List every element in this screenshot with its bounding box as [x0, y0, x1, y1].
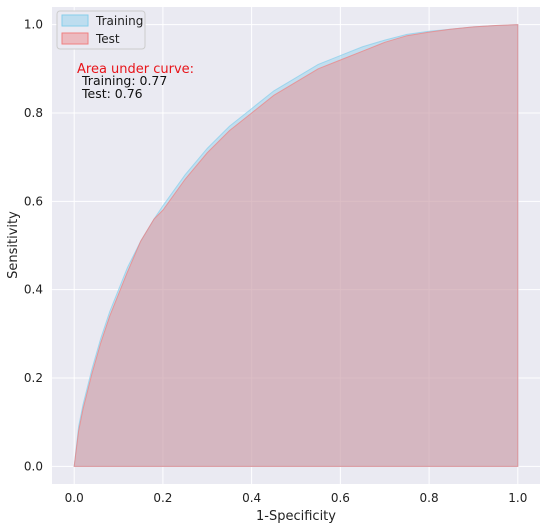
legend-swatch-training: [61, 14, 89, 27]
legend-label-training: Training: [95, 14, 143, 28]
x-tick-labels: 0.0 0.2 0.4 0.6 0.8 1.0: [65, 491, 528, 505]
y-axis-label: Sensitivity: [6, 211, 21, 279]
x-tick-label-2: 0.4: [242, 491, 261, 505]
x-tick-label-3: 0.6: [331, 491, 350, 505]
y-tick-label-4: 0.8: [24, 106, 43, 120]
y-tick-label-3: 0.6: [24, 194, 43, 208]
plot-background: [52, 7, 540, 484]
annotation-title: Area under curve:: [77, 62, 194, 77]
x-tick-label-4: 0.8: [420, 491, 439, 505]
legend-swatch-test: [61, 32, 89, 45]
annotation-training-auc: Training: 0.77: [81, 73, 167, 88]
x-tick-label-5: 1.0: [508, 491, 527, 505]
grid-lines: [52, 7, 540, 484]
legend: Training Test: [56, 10, 146, 50]
area-test: [73, 24, 519, 467]
auc-annotation: Area under curve: Training: 0.77 Test: 0…: [77, 62, 194, 101]
y-tick-label-0: 0.0: [24, 459, 43, 473]
y-tick-label-5: 1.0: [24, 18, 43, 32]
x-axis-label: 1-Specificity: [256, 509, 336, 524]
x-tick-label-1: 0.2: [153, 491, 172, 505]
x-tick-label-0: 0.0: [65, 491, 84, 505]
annotation-test-auc: Test: 0.76: [81, 86, 143, 101]
y-tick-label-2: 0.4: [24, 283, 43, 297]
y-tick-labels: 0.0 0.2 0.4 0.6 0.8 1.0: [24, 18, 43, 474]
legend-label-test: Test: [95, 32, 120, 46]
legend-box: [56, 10, 146, 50]
area-series: [73, 24, 519, 467]
y-tick-label-1: 0.2: [24, 371, 43, 385]
